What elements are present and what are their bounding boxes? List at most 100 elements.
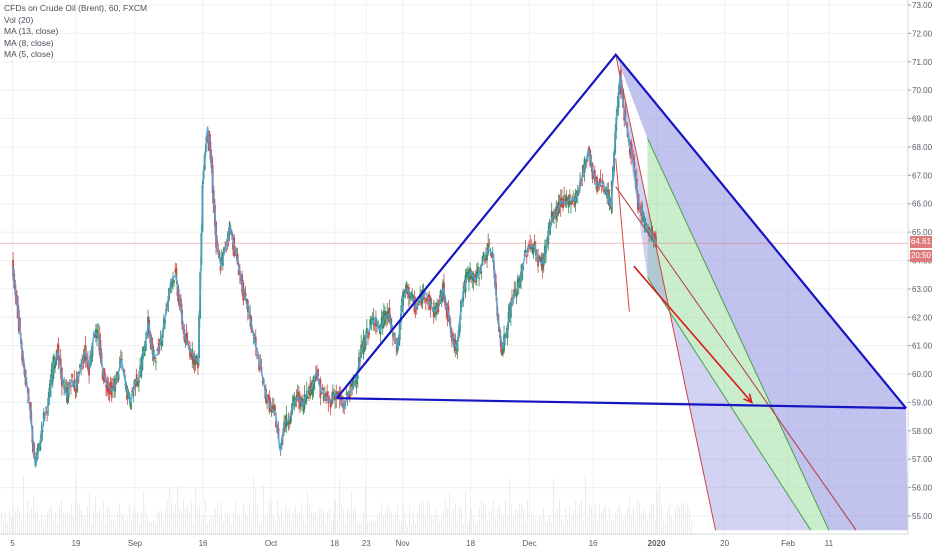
candle-body xyxy=(269,401,272,405)
volume-bar xyxy=(15,511,16,534)
volume-bar xyxy=(587,517,588,534)
y-tick-label: 62.00 xyxy=(912,313,932,322)
volume-bar xyxy=(317,517,318,534)
volume-bar xyxy=(289,508,290,534)
volume-bar xyxy=(447,508,448,534)
volume-bar xyxy=(115,521,116,534)
volume-bar xyxy=(245,510,246,534)
volume-bar xyxy=(103,501,104,534)
volume-bar xyxy=(51,505,52,534)
volume-bar xyxy=(347,508,348,534)
volume-bar xyxy=(551,522,552,534)
candle-body xyxy=(435,311,437,315)
volume-bar xyxy=(339,477,340,534)
candle-body xyxy=(189,347,191,357)
volume-bar xyxy=(155,523,156,534)
volume-bar xyxy=(101,520,102,534)
volume-bar xyxy=(513,515,514,534)
volume-bar xyxy=(219,515,220,534)
volume-bar xyxy=(497,507,498,534)
volume-bar xyxy=(557,508,558,534)
volume-bar xyxy=(17,507,18,534)
volume-bar xyxy=(617,510,618,534)
candle-body xyxy=(288,421,291,425)
volume-bar xyxy=(35,512,36,534)
candle-body xyxy=(573,203,576,207)
candle-body xyxy=(428,294,431,300)
candle-body xyxy=(190,355,193,358)
x-tick-label: Oct xyxy=(265,539,278,548)
indicator-ma8: MA (8, close) xyxy=(4,37,54,48)
volume-bar xyxy=(367,521,368,534)
volume-bar xyxy=(275,520,276,534)
candle-body xyxy=(284,423,287,425)
candle-body xyxy=(197,359,199,369)
candle-body xyxy=(54,362,56,369)
candle-body xyxy=(83,353,86,361)
volume-bar xyxy=(537,520,538,534)
candle-body xyxy=(532,245,535,253)
volume-bar xyxy=(413,512,414,534)
volume-bar xyxy=(271,504,272,534)
candle-body xyxy=(258,361,261,371)
volume-bar xyxy=(393,521,394,534)
volume-bar xyxy=(691,521,692,534)
volume-bar xyxy=(675,507,676,534)
candle-body xyxy=(118,362,121,364)
volume-bar xyxy=(507,516,508,534)
candle-body xyxy=(261,381,264,383)
volume-bar xyxy=(191,501,192,534)
candle-body xyxy=(186,340,189,342)
candle-body xyxy=(301,398,304,402)
volume-bar xyxy=(405,514,406,534)
candle-body xyxy=(107,384,110,392)
volume-bar xyxy=(249,505,250,534)
y-tick-label: 73.00 xyxy=(912,1,932,10)
volume-bar xyxy=(377,516,378,534)
x-tick-label: 11 xyxy=(825,539,834,548)
volume-bar xyxy=(267,515,268,534)
candle-body xyxy=(365,327,368,333)
volume-bar xyxy=(495,518,496,534)
volume-bar xyxy=(579,505,580,534)
volume-bar xyxy=(183,499,184,534)
volume-bar xyxy=(281,510,282,534)
volume-bar xyxy=(541,515,542,534)
y-tick-label: 69.00 xyxy=(912,115,932,124)
candle-body xyxy=(387,316,390,318)
candle-body xyxy=(334,392,337,401)
volume-bar xyxy=(315,511,316,534)
candle-body xyxy=(541,261,544,270)
volume-bar xyxy=(177,485,178,534)
volume-bar xyxy=(435,509,436,534)
volume-bar xyxy=(605,505,606,534)
volume-bar xyxy=(309,503,310,534)
y-tick-label: 60.00 xyxy=(912,370,932,379)
triangle-pattern xyxy=(335,52,907,409)
candle-body xyxy=(564,199,567,201)
triangle-baseline xyxy=(336,397,907,410)
candle-body xyxy=(37,443,39,453)
volume-bar xyxy=(451,517,452,534)
volume-bar xyxy=(255,489,256,534)
volume-bar xyxy=(171,501,172,534)
candle-body xyxy=(607,189,610,198)
volume-bar xyxy=(523,506,524,534)
candle-body xyxy=(345,393,348,395)
candle-body xyxy=(292,395,295,407)
candle-body xyxy=(223,247,225,252)
candle-body xyxy=(439,290,442,297)
volume-bar xyxy=(539,517,540,534)
volume-bar xyxy=(221,501,222,534)
volume-bar xyxy=(379,512,380,534)
volume-bar xyxy=(687,503,688,534)
volume-bar xyxy=(129,504,130,534)
volume-bar xyxy=(349,508,350,534)
volume-bar xyxy=(509,478,510,534)
candle-body xyxy=(274,405,276,411)
candle-body xyxy=(599,178,602,184)
candle-body xyxy=(295,395,298,400)
volume-bar xyxy=(217,503,218,534)
